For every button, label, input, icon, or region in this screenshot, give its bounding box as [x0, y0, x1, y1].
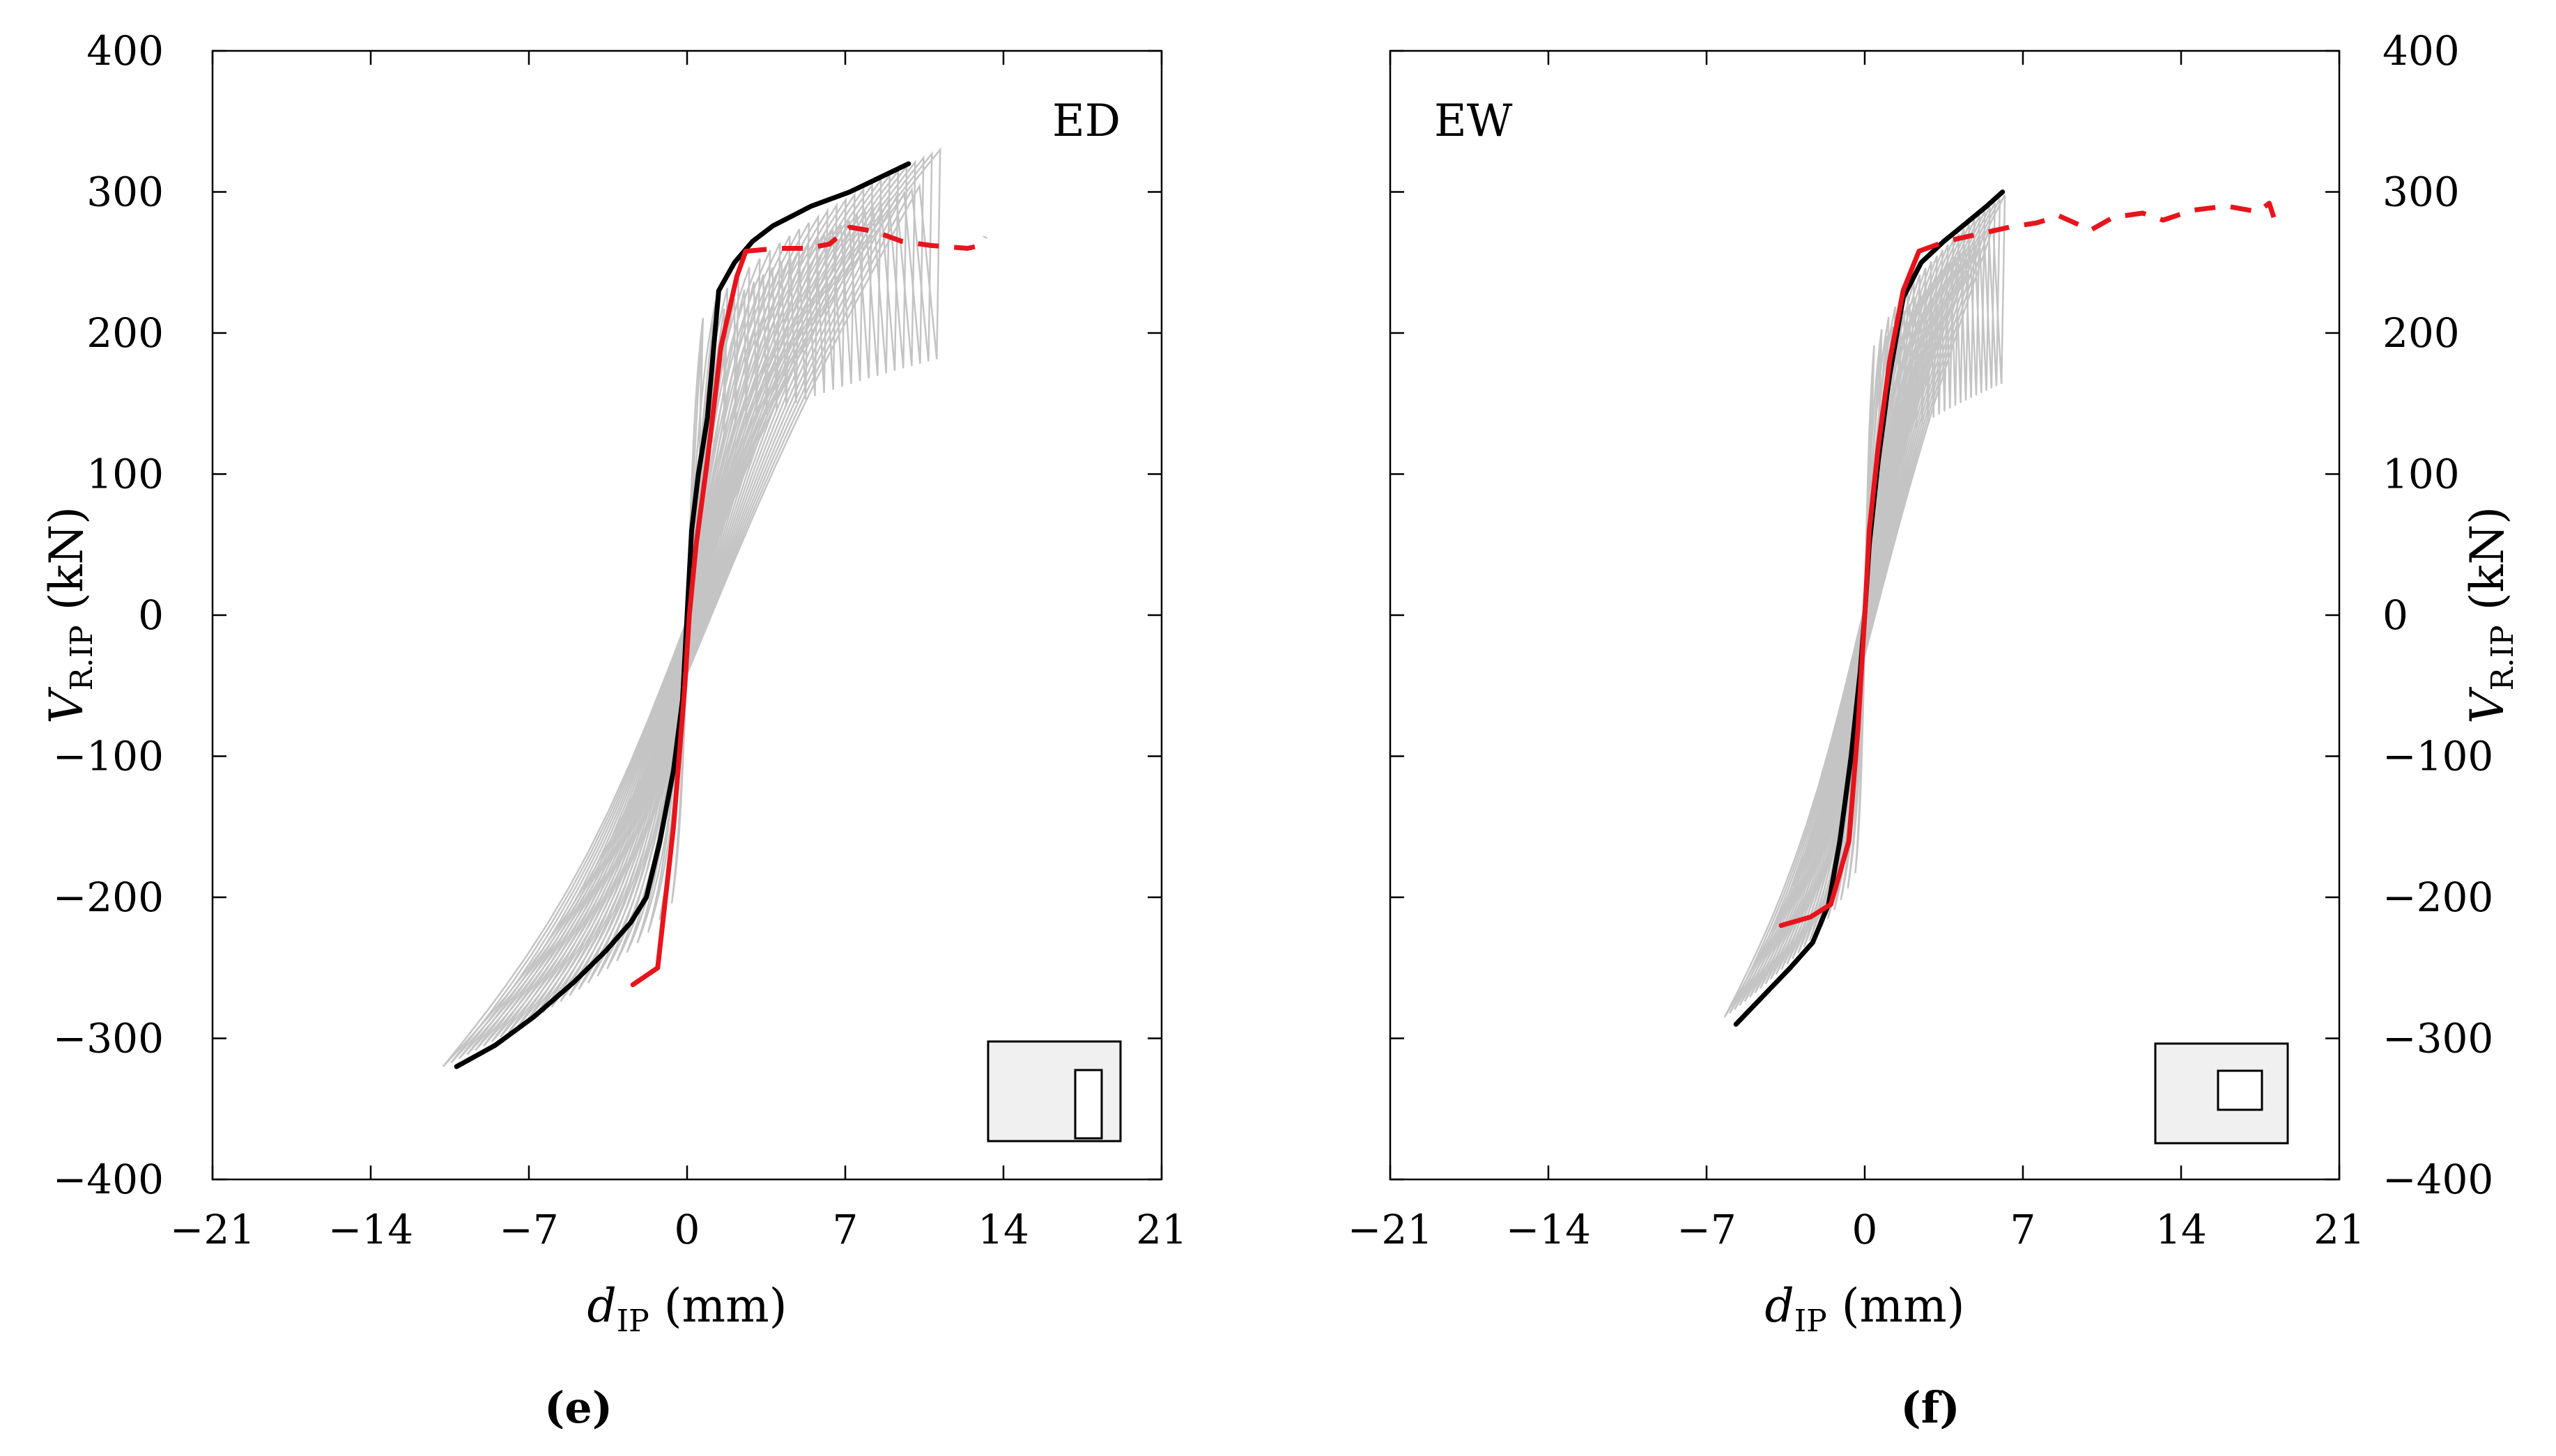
hysteresis-cycle-line: [475, 164, 908, 1051]
inset: [2154, 1042, 2289, 1145]
tick-group: −21 −14 −7 0 7 14 21 −400 −300 −200 −100 0 100 200 300…: [53, 27, 1187, 1253]
x-axis-title: dIP (mm): [587, 1279, 787, 1339]
x-tick-label: 21: [1136, 1206, 1187, 1253]
y-tick-label: −100: [53, 733, 164, 780]
y-tick-label: 0: [138, 591, 164, 639]
hysteresis-cycle-line: [1739, 206, 1991, 1007]
y-tick-label: −300: [53, 1015, 164, 1062]
x-tick-label: −21: [170, 1206, 255, 1253]
panel-label: EW: [1434, 95, 1513, 147]
panel-e: −21 −14 −7 0 7 14 21 −400 −300 −200 −100 0 100 200 300…: [40, 27, 1187, 1433]
model-post-peak-series-line: [1918, 201, 2277, 254]
x-tick-label: 7: [2010, 1206, 2036, 1253]
x-tick-label: −7: [499, 1206, 559, 1253]
inset-opening: [1074, 1069, 1103, 1140]
hysteresis-cycle-line: [1734, 202, 1996, 1010]
tick-group: −21 −14 −7 0 7 14 21 −400 −300 −200 −100 0 100 200 300…: [1348, 27, 2494, 1253]
x-tick-label: 0: [1852, 1206, 1878, 1253]
y-tick-label: −300: [2382, 1015, 2493, 1062]
panel-label: ED: [1052, 95, 1121, 147]
hysteresis-cycle-line: [491, 172, 891, 1043]
inset: [987, 1040, 1122, 1143]
y-axis-title: VR.IP (kN): [2461, 506, 2520, 724]
y-tick-label: 100: [2382, 451, 2460, 498]
y-tick-label: 200: [86, 309, 164, 357]
hysteresis-cycle-line: [450, 150, 933, 1064]
hysteresis-cycle-line: [670, 318, 705, 904]
y-tick-label: −400: [53, 1156, 164, 1203]
x-tick-label: −21: [1348, 1206, 1433, 1253]
panel-caption: (f): [1900, 1382, 1960, 1433]
model-series-line: [630, 249, 748, 987]
x-tick-label: −14: [328, 1206, 413, 1253]
panel-caption: (e): [544, 1382, 613, 1433]
x-tick-label: 7: [833, 1206, 859, 1253]
y-tick-label: 0: [2382, 591, 2408, 639]
envelope-series-line: [454, 161, 911, 1069]
x-tick-label: 14: [978, 1206, 1029, 1253]
series-group: [1733, 189, 2277, 1027]
panel-f: −21 −14 −7 0 7 14 21 −400 −300 −200 −100 0 100 200 300…: [1348, 27, 2520, 1433]
x-axis-title: dIP (mm): [1765, 1279, 1965, 1339]
y-axis-title: VR.IP (kN): [40, 506, 100, 724]
model-post-peak-series-line: [745, 224, 988, 254]
inset-opening: [2217, 1069, 2263, 1111]
hysteresis-cycles: [442, 147, 941, 1067]
y-tick-label: 300: [2382, 169, 2460, 216]
x-tick-label: 14: [2155, 1206, 2207, 1253]
y-tick-label: −100: [2382, 733, 2493, 780]
y-tick-label: 400: [2382, 27, 2460, 75]
hysteresis-cycle-line: [1854, 345, 1875, 874]
y-tick-label: −400: [2382, 1156, 2493, 1203]
x-tick-label: −7: [1677, 1206, 1737, 1253]
hysteresis-cycle-line: [1723, 194, 2006, 1018]
y-tick-label: −200: [53, 874, 164, 921]
y-tick-label: 100: [86, 451, 164, 498]
x-tick-label: 0: [675, 1206, 700, 1253]
y-tick-label: 200: [2382, 309, 2460, 357]
hysteresis-cycle-line: [466, 159, 916, 1055]
hysteresis-cycle-line: [1728, 198, 2001, 1014]
hysteresis-cycle-line: [458, 155, 925, 1060]
model-series-line: [1778, 249, 1922, 928]
y-tick-label: 300: [86, 169, 164, 216]
hysteresis-cycle-line: [482, 168, 900, 1047]
y-tick-label: −200: [2382, 874, 2493, 921]
hysteresis-cycle-line: [442, 147, 941, 1067]
x-tick-label: 21: [2314, 1206, 2365, 1253]
y-tick-label: 400: [86, 27, 164, 75]
x-tick-label: −14: [1506, 1206, 1591, 1253]
series-group: [454, 161, 988, 1069]
